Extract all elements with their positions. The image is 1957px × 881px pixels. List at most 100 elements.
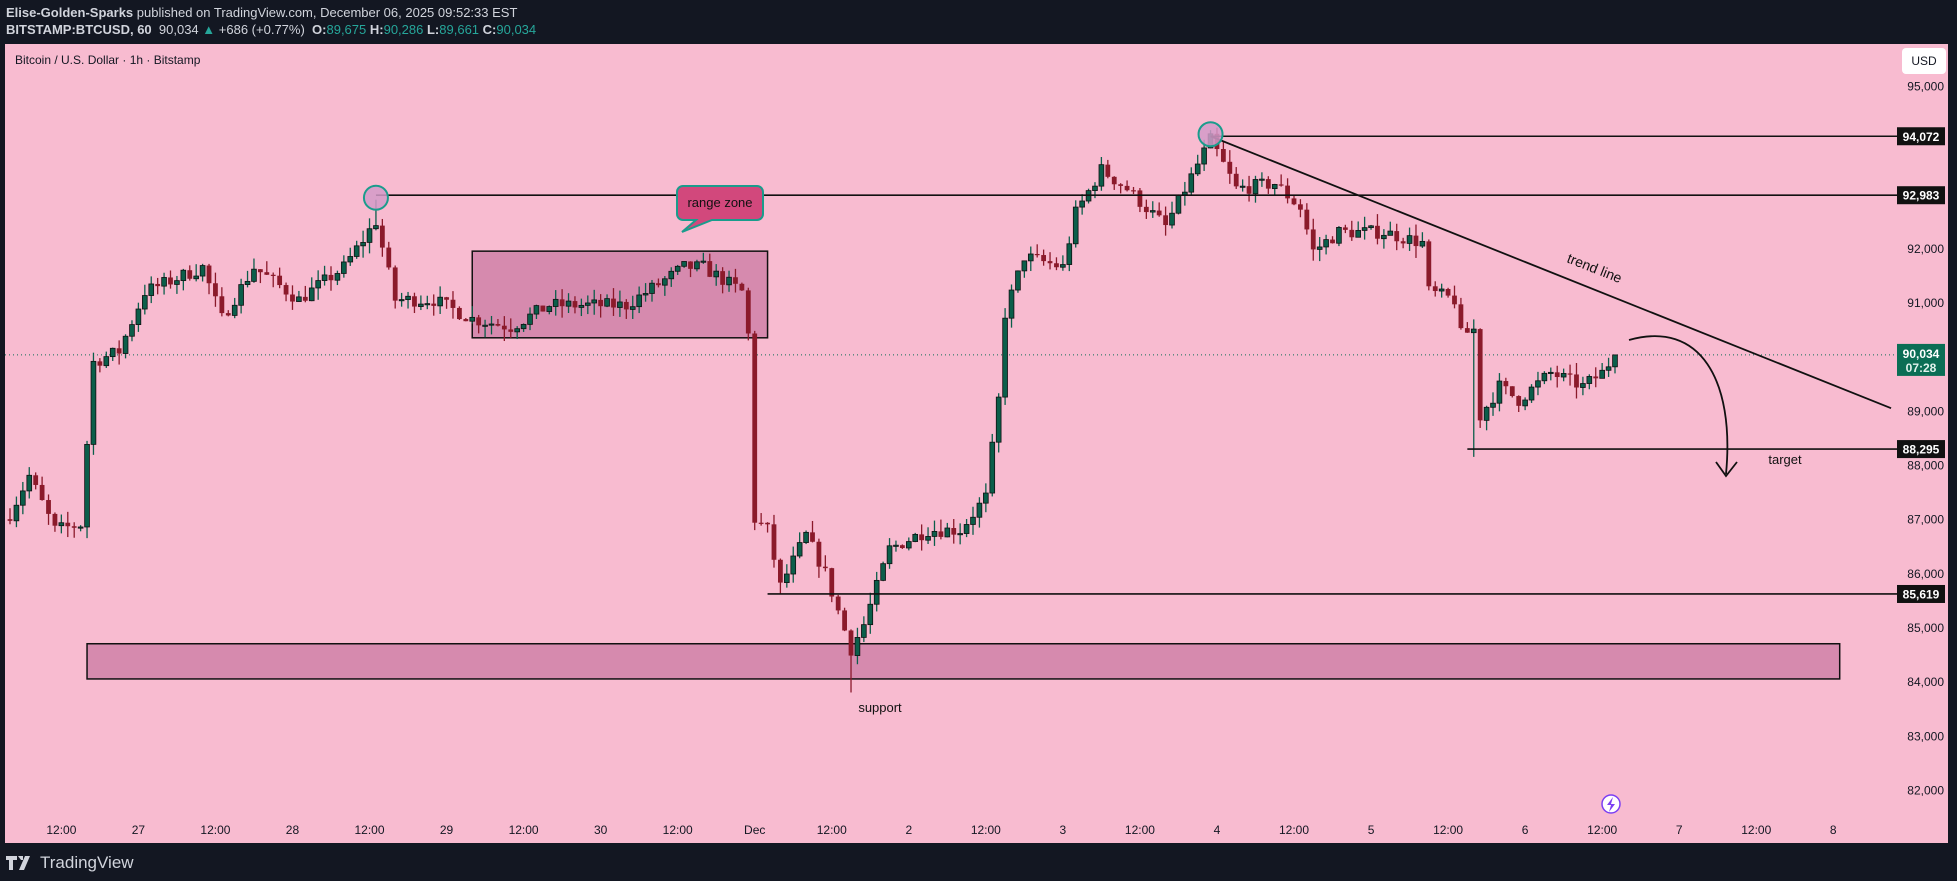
candle-up [963,524,970,534]
candle-up [1528,386,1535,401]
candle-down [219,296,225,314]
candle-up [1541,372,1548,382]
candle-up [366,228,373,243]
candle-down [290,294,295,302]
candle-down [771,524,777,560]
candle-up [193,275,199,280]
price-level-tag [1897,127,1945,146]
candle-down [463,319,469,322]
candle-down [1464,328,1470,333]
x-tick-label: 12:00 [971,823,1001,837]
candle-down [598,299,604,307]
candle-down [168,277,173,285]
candle-up [103,356,110,367]
candle-up [617,301,623,308]
chart-pane[interactable] [5,44,1948,843]
candle-up [341,261,347,274]
candle-down [1265,179,1271,189]
price-level-tag [1897,186,1945,205]
candle-down [758,522,764,524]
y-tick-label: 85,000 [1907,621,1944,635]
support-label: support [858,700,902,715]
candle-down [1554,372,1560,378]
candle-up [1355,230,1362,238]
x-tick-label: 8 [1830,823,1837,837]
candle-down [412,296,417,307]
candle-countdown: 07:28 [1906,361,1937,375]
candle-up [520,323,527,330]
candle-down [1342,227,1348,230]
candle-up [135,308,142,325]
candle-up [925,536,931,541]
y-tick-label: 89,000 [1907,404,1944,418]
candle-up [803,531,809,543]
candle-down [688,261,693,269]
candle-up [944,527,951,538]
low-value: 89,661 [439,22,480,37]
brand-name: TradingView [40,853,134,872]
tradingview-logo-icon [6,856,30,870]
candle-down [450,299,456,308]
publish-date: published on TradingView.com, December 0… [136,5,518,20]
candle-up [642,293,649,296]
candle-down [386,247,392,268]
candle-down [457,307,462,320]
candle-up [360,242,366,247]
candle-up [148,283,155,296]
candle-up [649,282,655,294]
up-arrow-icon: ▲ [202,22,216,37]
candle-down [302,296,308,301]
candle-up [1323,239,1329,248]
candle-down [1516,396,1522,406]
candle-down [752,333,758,523]
author-name[interactable]: Elise-Golden-Sparks [6,5,134,20]
candle-up [418,303,424,307]
y-tick-label: 82,000 [1907,783,1944,797]
candle-down [1298,204,1303,210]
close-value: 90,034 [496,22,537,37]
candle-up [681,261,687,267]
candle-up [469,316,476,322]
candle-down [1567,373,1573,375]
candle-up [931,531,938,537]
x-tick-label: 4 [1214,823,1221,837]
candle-up [604,298,610,307]
candle-down [1233,173,1239,187]
candle-up [880,563,886,581]
range-zone-box [471,250,769,339]
candle-down [778,559,783,583]
candle-down [1220,149,1226,162]
candle-up [1560,373,1567,378]
candle-down [71,526,77,528]
candle-up [251,268,257,282]
candle-up [1008,289,1015,319]
candle-up [437,296,443,307]
candle-up [1079,200,1085,208]
candle-up [1027,253,1034,262]
candle-up [893,544,899,547]
x-tick-label: 12:00 [355,823,385,837]
currency-button[interactable]: USD [1902,48,1946,74]
candle-down [1304,209,1310,230]
candle-up [629,306,636,310]
candle-up [970,516,976,525]
close-label: C: [482,22,497,37]
tradingview-logo[interactable]: TradingView [6,853,134,873]
marked-high-circle [1197,121,1224,148]
price-level-label: 85,619 [1903,587,1940,601]
candle-up [514,328,520,333]
candle-down [810,532,815,542]
candle-up [565,300,572,307]
candle-down [816,541,822,567]
candle-up [296,296,302,302]
candle-up [180,269,187,282]
candle-down [155,283,161,287]
x-tick-label: 6 [1522,823,1529,837]
candle-up [591,299,598,304]
candle-up [854,637,861,656]
x-tick-label: 12:00 [1741,823,1771,837]
candle-up [1336,227,1342,244]
candle-down [1124,185,1130,191]
candle-down [1118,184,1124,186]
